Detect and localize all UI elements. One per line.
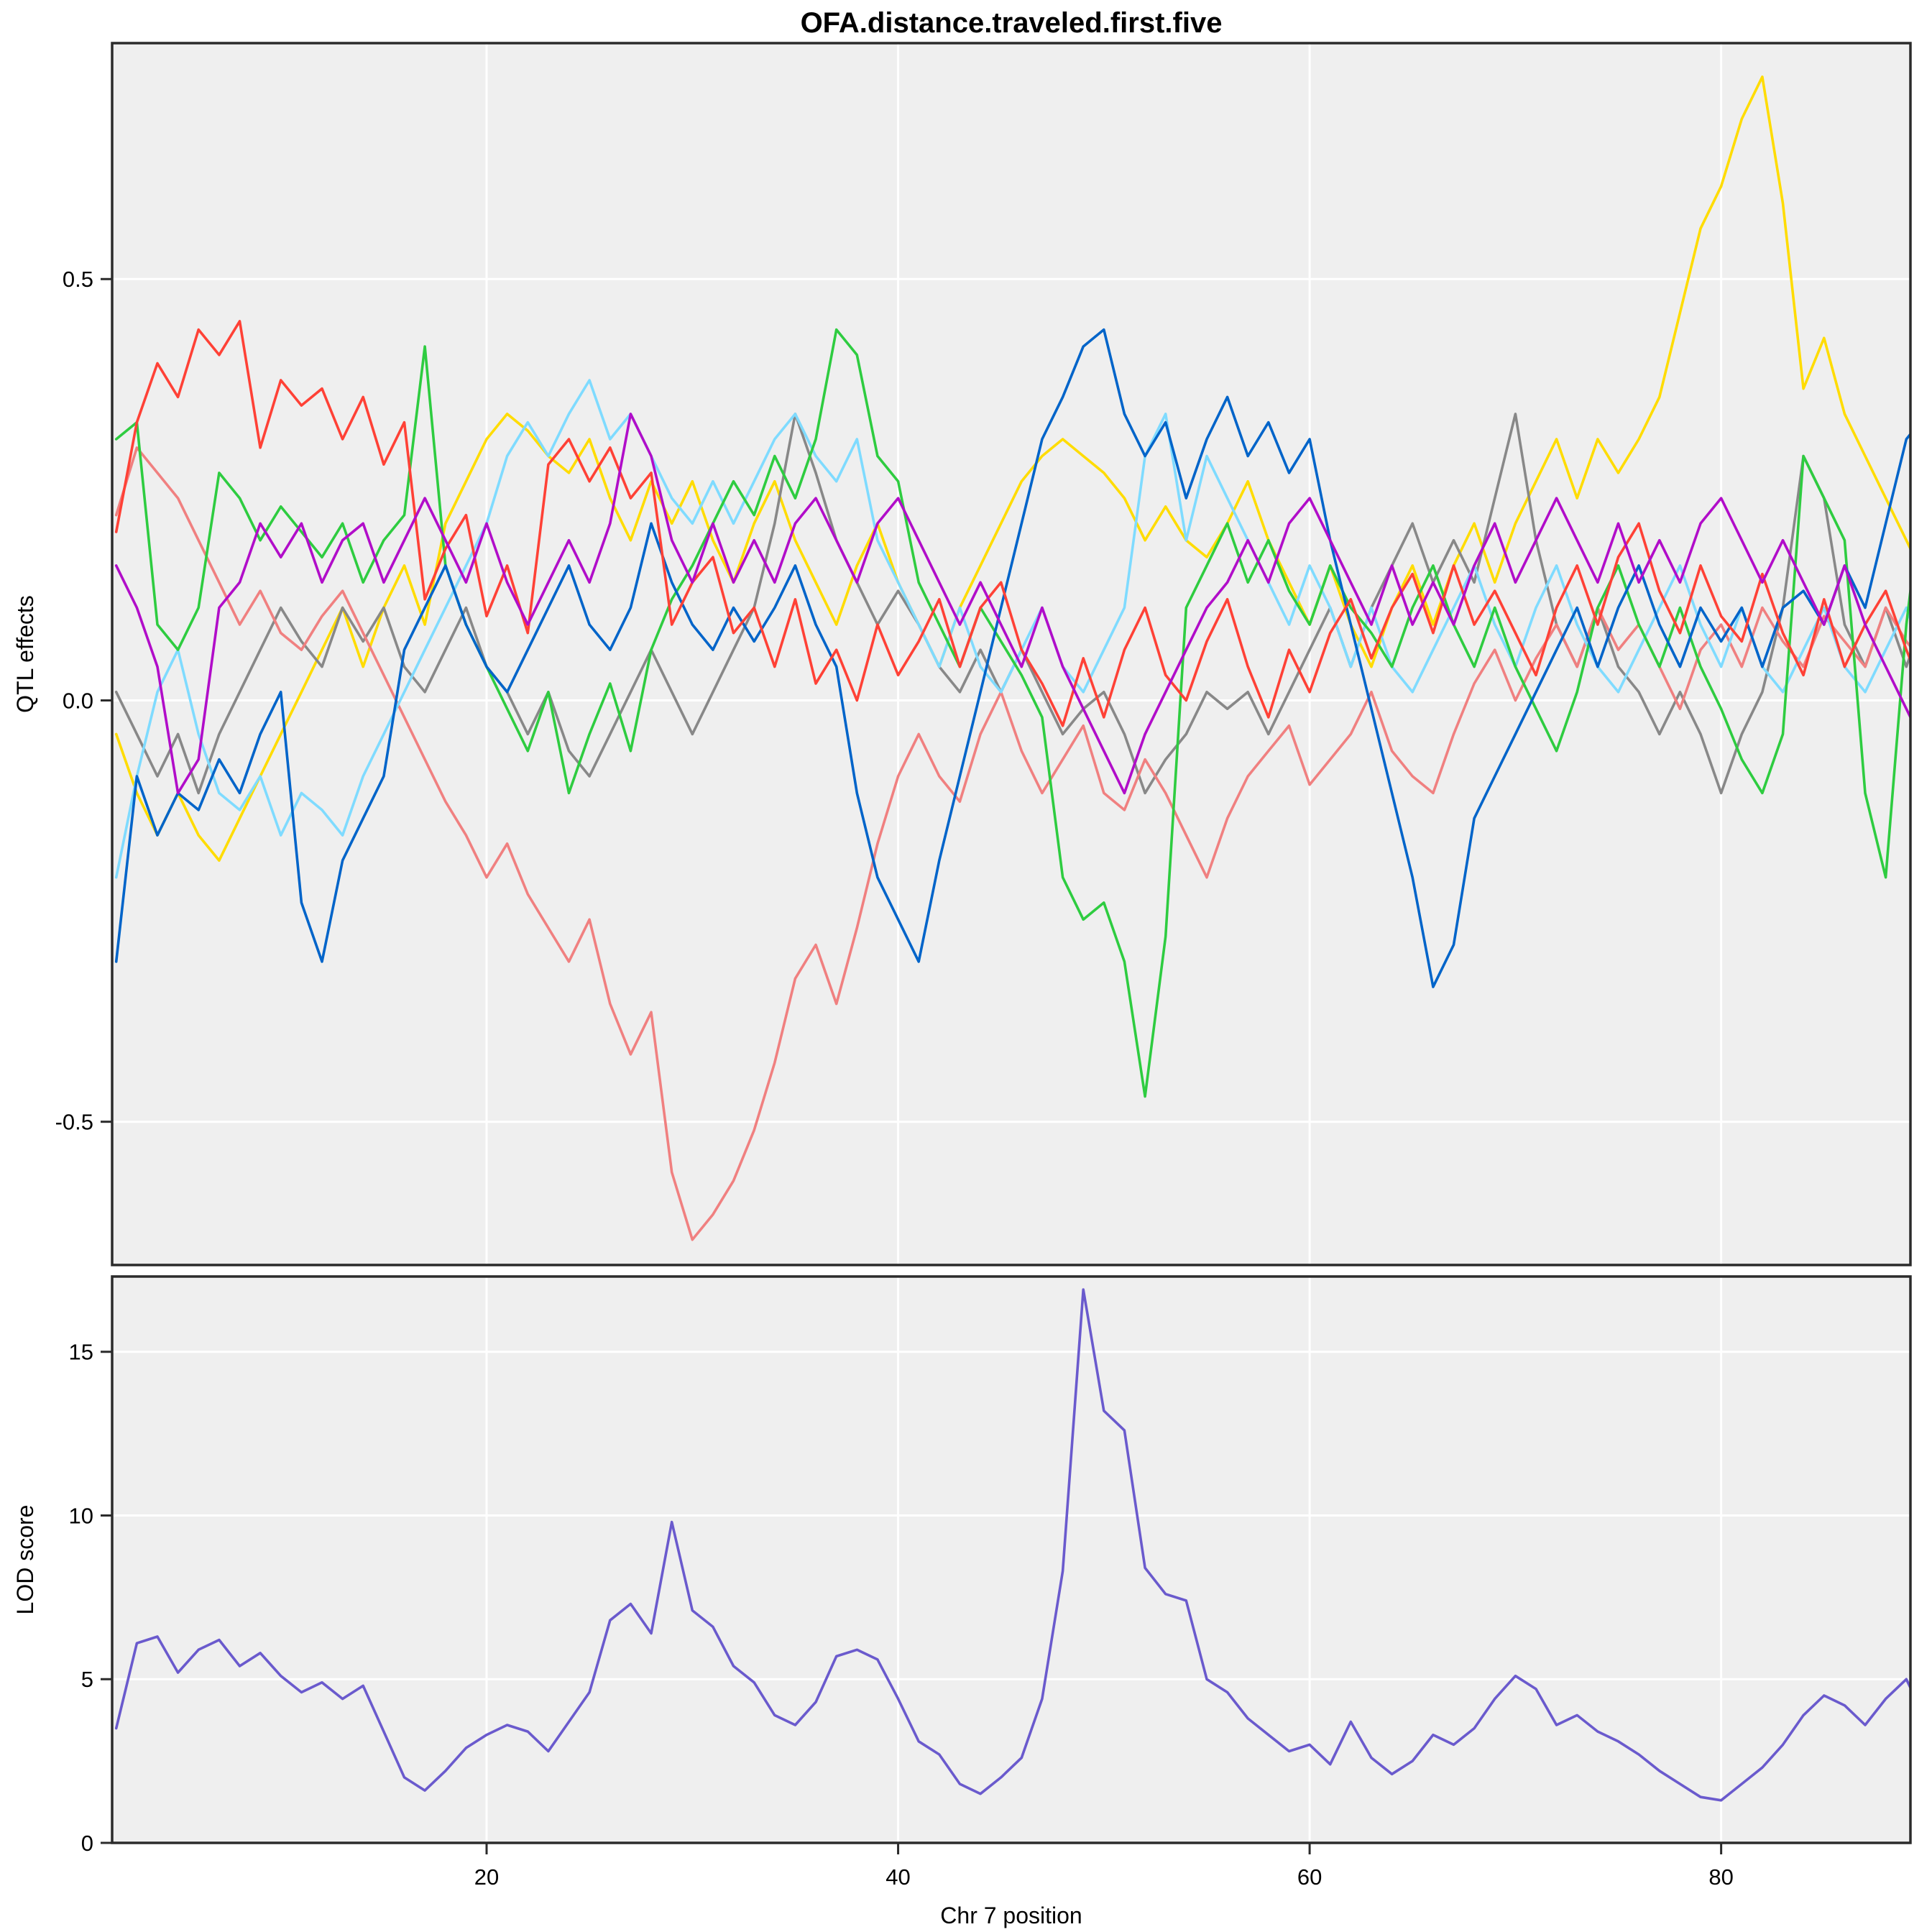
- svg-text:60: 60: [1297, 1864, 1322, 1890]
- svg-text:-0.5: -0.5: [55, 1110, 93, 1135]
- svg-text:0.0: 0.0: [63, 688, 93, 713]
- chart-title: OFA.distance.traveled.first.five: [800, 7, 1223, 39]
- svg-text:40: 40: [886, 1864, 910, 1890]
- svg-text:0: 0: [81, 1831, 93, 1856]
- svg-text:Chr 7 position: Chr 7 position: [940, 1903, 1082, 1928]
- svg-text:20: 20: [474, 1864, 499, 1890]
- svg-text:0.5: 0.5: [63, 267, 93, 292]
- svg-text:5: 5: [81, 1667, 93, 1692]
- svg-text:QTL effects: QTL effects: [12, 595, 38, 713]
- svg-text:15: 15: [69, 1340, 93, 1365]
- svg-text:10: 10: [69, 1503, 93, 1528]
- svg-text:80: 80: [1708, 1864, 1733, 1890]
- svg-text:LOD score: LOD score: [12, 1505, 38, 1615]
